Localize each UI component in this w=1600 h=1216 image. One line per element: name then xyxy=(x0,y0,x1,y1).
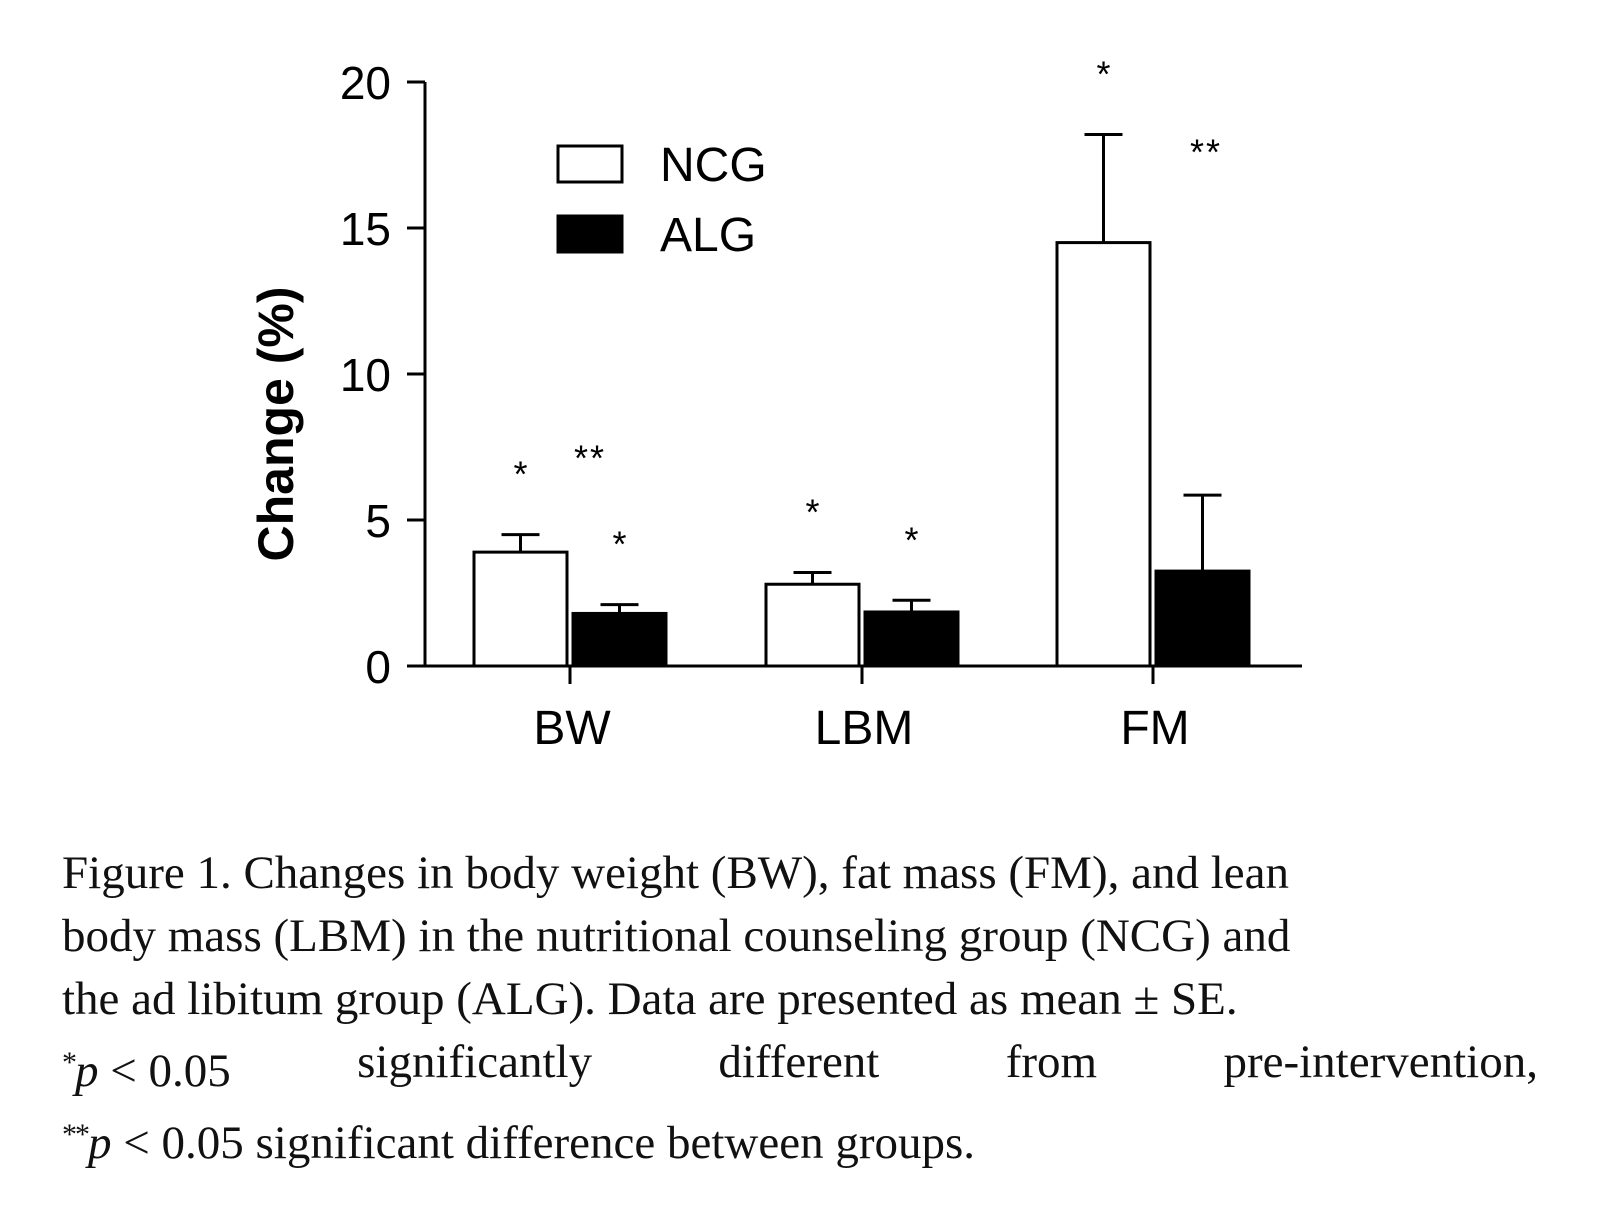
bar-ncg-bw xyxy=(472,550,569,668)
figure-caption: Figure 1. Changes in body weight (BW), f… xyxy=(62,842,1538,1175)
caption-p-condition-1: *p < 0.05 xyxy=(62,1031,231,1103)
bar-alg-fm xyxy=(1154,569,1251,668)
axes: 0 5 10 15 20 Change (%) BW LBM FM xyxy=(248,57,1302,755)
caption-word: different xyxy=(718,1036,880,1088)
p-threshold: < 0.05 xyxy=(98,1045,231,1097)
caption-word: from xyxy=(1005,1036,1098,1088)
y-tick-label: 15 xyxy=(340,203,391,255)
significance-marker: * xyxy=(805,492,819,533)
bars: **** ***** xyxy=(472,54,1251,668)
significance-marker: * xyxy=(1096,54,1110,95)
caption-line-1: Figure 1. Changes in body weight (BW), f… xyxy=(62,847,1290,899)
bar-alg-bw xyxy=(571,611,668,668)
y-axis-title: Change (%) xyxy=(248,287,304,562)
double-star-symbol: ** xyxy=(62,1118,90,1151)
caption-line-3: the ad libitum group (ALG). Data are pre… xyxy=(62,973,1238,1025)
bar-alg-lbm xyxy=(863,610,960,668)
significance-marker: * xyxy=(513,454,527,495)
p-symbol: p xyxy=(75,1045,99,1097)
caption-line-2: body mass (LBM) in the nutritional couns… xyxy=(62,910,1291,962)
caption-word: pre-intervention, xyxy=(1223,1036,1538,1088)
p-symbol: p xyxy=(88,1117,112,1169)
legend-label-ncg: NCG xyxy=(660,139,767,192)
between-group-marker: ** xyxy=(1190,132,1222,173)
x-tick-label: LBM xyxy=(815,702,914,755)
bar-ncg-fm xyxy=(1055,241,1152,668)
significance-marker: * xyxy=(904,519,918,560)
y-tick-label: 0 xyxy=(365,641,391,693)
legend-label-alg: ALG xyxy=(660,209,756,262)
legend-swatch-ncg xyxy=(556,144,624,184)
caption-text: < 0.05 significant difference between gr… xyxy=(111,1117,976,1169)
significance-marker: * xyxy=(612,524,626,565)
y-tick-label: 20 xyxy=(340,57,391,109)
bar-ncg-lbm xyxy=(764,582,861,668)
caption-line-5: **p < 0.05 significant difference betwee… xyxy=(62,1103,1538,1175)
x-tick-label: BW xyxy=(533,702,611,755)
legend: NCG ALG xyxy=(556,139,767,262)
y-tick-label: 10 xyxy=(340,349,391,401)
y-tick-label: 5 xyxy=(365,495,391,547)
between-group-marker: ** xyxy=(574,438,606,479)
x-tick-label: FM xyxy=(1120,702,1189,755)
caption-line-4: *p < 0.05 significantly different from p… xyxy=(62,1031,1538,1103)
star-symbol: * xyxy=(62,1046,77,1079)
caption-word: significantly xyxy=(357,1036,593,1088)
legend-swatch-alg xyxy=(556,214,624,254)
